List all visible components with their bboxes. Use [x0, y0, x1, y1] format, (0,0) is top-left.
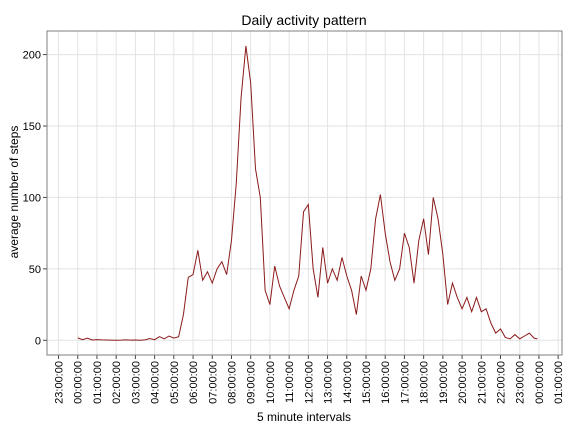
x-tick-label: 04:00:00: [150, 361, 162, 404]
y-tick-label: 50: [29, 264, 41, 276]
x-tick-label: 18:00:00: [419, 361, 431, 404]
x-tick-label: 14:00:00: [342, 361, 354, 404]
y-tick-label: 100: [23, 192, 41, 204]
x-tick-label: 16:00:00: [380, 361, 392, 404]
x-tick-label: 19:00:00: [438, 361, 450, 404]
x-tick-label: 01:00:00: [553, 361, 565, 404]
x-tick-label: 05:00:00: [169, 361, 181, 404]
x-tick-label: 09:00:00: [246, 361, 258, 404]
x-tick-label: 12:00:00: [303, 361, 315, 404]
x-tick-label: 15:00:00: [361, 361, 373, 404]
x-tick-label: 01:00:00: [92, 361, 104, 404]
x-tick-label: 00:00:00: [534, 361, 546, 404]
x-tick-label: 07:00:00: [207, 361, 219, 404]
y-tick-label: 0: [35, 335, 41, 347]
x-tick-label: 00:00:00: [73, 361, 85, 404]
line: [77, 45, 538, 341]
x-tick-label: 21:00:00: [476, 361, 488, 404]
y-tick-label: 200: [23, 50, 41, 62]
x-tick-label: 06:00:00: [188, 361, 200, 404]
y-tick-label: 150: [23, 121, 41, 133]
y-axis-label: average number of steps: [7, 126, 21, 259]
x-tick-label: 20:00:00: [457, 361, 469, 404]
x-tick-label: 10:00:00: [265, 361, 277, 404]
chart-title: Daily activity pattern: [241, 12, 366, 28]
x-tick-label: 23:00:00: [54, 361, 66, 404]
x-tick-label: 08:00:00: [226, 361, 238, 404]
x-tick-label: 17:00:00: [399, 361, 411, 404]
x-axis-label: 5 minute intervals: [257, 410, 351, 424]
x-tick-label: 02:00:00: [111, 361, 123, 404]
x-tick-label: 11:00:00: [284, 361, 296, 403]
panel-border: [46, 30, 563, 356]
x-tick-label: 22:00:00: [496, 361, 508, 404]
x-tick-label: 23:00:00: [515, 361, 527, 404]
x-tick-label: 03:00:00: [130, 361, 142, 404]
x-tick-label: 13:00:00: [323, 361, 335, 404]
